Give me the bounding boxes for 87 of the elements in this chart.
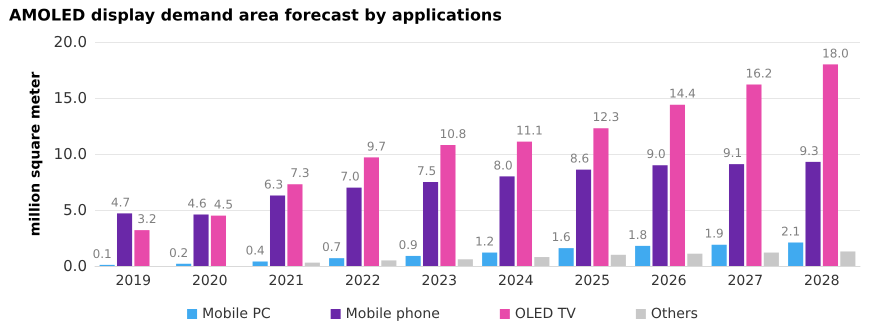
bar (822, 64, 838, 266)
bar (652, 165, 668, 266)
data-label: 1.2 (475, 234, 494, 249)
data-label: 3.2 (137, 212, 156, 226)
x-tick-label: 2025 (574, 273, 610, 289)
bar (270, 195, 286, 266)
bar (534, 257, 550, 266)
bar (593, 128, 609, 266)
data-label: 0.1 (92, 246, 112, 261)
bar (635, 246, 650, 266)
bar (287, 184, 303, 266)
data-label: 9.7 (366, 139, 386, 154)
y-axis-title: million square meter (28, 72, 44, 236)
legend-label: Others (650, 306, 698, 322)
bar (252, 262, 268, 266)
x-tick-label: 2021 (268, 273, 304, 289)
legend-label: Mobile PC (202, 306, 271, 322)
x-tick-label: 2028 (804, 273, 840, 289)
data-label: 11.1 (516, 124, 543, 138)
data-label: 7.3 (290, 166, 310, 180)
bar (364, 157, 380, 266)
data-label: 2.1 (781, 224, 800, 238)
y-tick-label: 5.0 (63, 201, 87, 219)
data-label: 0.9 (398, 238, 418, 252)
bar (210, 216, 226, 266)
bar (499, 176, 515, 266)
y-tick-label: 15.0 (54, 89, 87, 107)
bar (788, 242, 804, 266)
bar (346, 188, 362, 266)
bar (576, 170, 592, 266)
bar (458, 259, 473, 266)
bar (329, 258, 344, 266)
x-tick-label: 2023 (421, 273, 458, 289)
bar (422, 182, 438, 266)
bar (440, 145, 456, 266)
bar (687, 254, 702, 266)
data-label: 7.0 (340, 170, 360, 184)
bar (116, 213, 132, 266)
y-tick-label: 0.0 (63, 257, 87, 275)
data-label: 7.5 (417, 164, 436, 178)
bar (805, 162, 821, 266)
data-label: 8.6 (570, 152, 590, 166)
bar (304, 262, 320, 266)
bar (746, 84, 762, 266)
data-label: 1.8 (628, 228, 648, 242)
data-label: 18.0 (822, 46, 849, 60)
x-tick-label: 2020 (192, 273, 228, 289)
bar (610, 254, 626, 266)
data-label: 1.9 (704, 226, 724, 241)
data-label: 14.4 (669, 86, 696, 101)
legend-label: Mobile phone (346, 306, 440, 322)
bar (482, 252, 498, 266)
data-label: 1.6 (552, 230, 571, 244)
data-label: 4.5 (214, 198, 233, 212)
bar (381, 260, 396, 266)
x-tick-label: 2019 (115, 273, 152, 289)
legend-label: OLED TV (514, 306, 576, 322)
chart-title: AMOLED display demand area forecast by applications (9, 6, 502, 24)
data-label: 10.8 (440, 127, 466, 142)
bar (516, 142, 532, 266)
bar (670, 104, 686, 266)
data-label: 9.1 (723, 146, 742, 160)
bar (134, 230, 150, 266)
x-tick-label: 2026 (650, 273, 687, 289)
data-label: 9.3 (800, 144, 819, 158)
y-tick-label: 10.0 (54, 145, 87, 163)
data-label: 4.6 (188, 196, 207, 210)
data-label: 9.0 (646, 147, 666, 162)
bar (712, 244, 727, 266)
x-tick-label: 2022 (344, 273, 381, 289)
x-tick-label: 2027 (727, 273, 764, 289)
data-label: 4.7 (111, 195, 130, 210)
data-label: 0.2 (169, 246, 188, 260)
data-label: 8.0 (494, 158, 513, 172)
data-label: 0.4 (246, 244, 265, 258)
x-tick-label: 2024 (498, 273, 534, 289)
data-label: 6.3 (264, 177, 284, 192)
bar (764, 252, 779, 266)
y-tick-label: 20.0 (54, 33, 87, 51)
bar (728, 164, 744, 266)
bar (406, 256, 421, 266)
bar (193, 214, 209, 266)
bar (558, 248, 574, 266)
data-label: 12.3 (592, 110, 620, 124)
data-label: 0.7 (322, 240, 342, 254)
bar (840, 251, 856, 266)
data-label: 16.2 (746, 66, 772, 81)
